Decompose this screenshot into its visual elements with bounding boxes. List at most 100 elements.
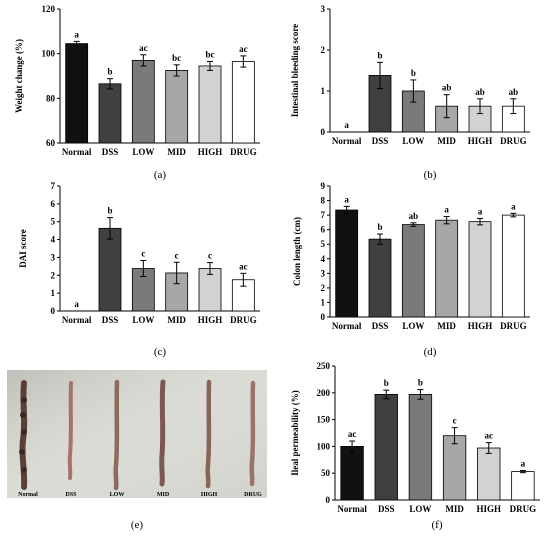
x-tick-label-f: Normal — [337, 504, 367, 514]
significance-label-f: b — [418, 378, 423, 388]
y-tick-label-c: 6 — [51, 199, 56, 209]
y-tick-label-f: 150 — [317, 415, 331, 425]
significance-label-f: ac — [485, 431, 494, 441]
significance-label-c: b — [107, 206, 112, 216]
bar-d — [401, 224, 425, 318]
y-tick-label-b: 1 — [321, 86, 326, 96]
bar-f — [340, 445, 364, 501]
x-tick-label-a: DSS — [102, 147, 119, 157]
x-tick-label-d: MID — [437, 321, 456, 331]
chart-c: 0 1 2 3 4 5 6 7 DAI score a Normal b DSS c LOW c MID c HIG… — [18, 181, 260, 358]
x-tick-label-c: DSS — [102, 315, 119, 325]
x-tick-label-a: LOW — [132, 147, 154, 157]
panel-label-d: (d) — [424, 346, 437, 358]
photo-label-high: HIGH — [201, 492, 218, 498]
x-tick-label-b: DRUG — [500, 136, 527, 146]
significance-label-d: a — [511, 201, 516, 211]
bar-a — [165, 70, 189, 144]
bar-d — [435, 219, 459, 318]
x-tick-label-a: DRUG — [230, 147, 257, 157]
x-tick-label-f: MID — [445, 504, 464, 514]
x-tick-label-a: HIGH — [198, 147, 223, 157]
bar-d — [468, 221, 492, 318]
y-axis-label-c: DAI score — [18, 229, 28, 268]
bar-a — [198, 65, 222, 144]
significance-label-b: ab — [509, 87, 519, 97]
colon-specimen-dss — [67, 381, 73, 480]
x-tick-label-d: LOW — [402, 321, 424, 331]
bar-f — [408, 394, 433, 501]
significance-label-b: ab — [442, 83, 452, 93]
x-tick-label-a: Normal — [62, 147, 92, 157]
panel-label-c: (c) — [154, 346, 167, 358]
panel-label-e: (e) — [131, 519, 144, 531]
significance-label-b: b — [411, 68, 416, 78]
bar-a — [65, 43, 89, 144]
y-axis-label-d: Colon length (cm) — [292, 217, 302, 286]
x-tick-label-d: DSS — [372, 321, 389, 331]
photo-label-drug: DRUG — [244, 492, 262, 498]
panel-label-b: (b) — [424, 169, 437, 181]
x-tick-label-b: LOW — [402, 136, 424, 146]
y-tick-label-a: 80 — [46, 93, 56, 103]
significance-label-a: bc — [172, 53, 181, 63]
significance-label-d: a — [478, 206, 483, 216]
significance-label-b: a — [344, 120, 349, 130]
bar-a — [131, 59, 155, 144]
y-tick-label-f: 200 — [317, 388, 331, 398]
x-tick-label-b: MID — [437, 136, 456, 146]
significance-label-a: ac — [239, 44, 248, 54]
y-tick-label-d: 2 — [321, 283, 326, 293]
colon-photo-panel: Normal DSS LOW MID HIGH DRUG — [7, 370, 267, 498]
colon-specimen-high — [205, 379, 212, 489]
panel-label-f: (f) — [432, 519, 443, 531]
colon-specimen-normal — [19, 380, 28, 490]
x-tick-label-d: Normal — [332, 321, 362, 331]
bar-d — [335, 209, 359, 318]
photo-label-dss: DSS — [65, 492, 77, 498]
chart-a: 60 80 100 120 Weight change (%) a Normal b DSS ac… — [14, 4, 260, 181]
significance-label-d: a — [444, 205, 449, 215]
significance-label-d: b — [377, 222, 382, 232]
x-tick-label-b: Normal — [332, 136, 362, 146]
x-tick-label-c: DRUG — [230, 315, 257, 325]
colon-specimen-low — [113, 379, 120, 491]
bar-f — [511, 471, 535, 501]
bar-d — [368, 238, 392, 318]
y-tick-label-d: 9 — [321, 181, 326, 191]
y-tick-label-a: 120 — [42, 4, 56, 14]
y-tick-label-c: 2 — [51, 270, 56, 280]
colon-specimen-mid — [159, 379, 166, 487]
chart-b: 0 1 2 3 Intestinal bleeding score a Normal b DSS… — [290, 4, 530, 181]
x-tick-label-b: DSS — [372, 136, 389, 146]
y-tick-label-d: 4 — [321, 254, 326, 264]
y-tick-label-c: 7 — [51, 181, 56, 191]
y-tick-label-c: 1 — [51, 288, 56, 298]
y-axis-label-f: Ileal permeability (%) — [290, 390, 300, 475]
x-tick-label-f: HIGH — [476, 504, 501, 514]
y-axis-label-b: Intestinal bleeding score — [290, 24, 300, 117]
photo-label-normal: Normal — [18, 492, 38, 498]
photo-label-mid: MID — [157, 492, 170, 498]
x-tick-label-d: HIGH — [468, 321, 493, 331]
bar-a — [231, 61, 255, 144]
y-tick-label-c: 0 — [51, 306, 56, 316]
x-tick-label-c: HIGH — [198, 315, 223, 325]
significance-label-f: ac — [348, 429, 357, 439]
y-tick-label-d: 1 — [321, 297, 326, 307]
panel-label-a: (a) — [154, 169, 167, 181]
y-tick-label-f: 0 — [326, 495, 331, 505]
significance-label-a: b — [107, 67, 112, 77]
chart-d: 0 1 2 3 4 5 6 7 8 9 Colon length (cm) a Normal b DSS ab… — [292, 181, 530, 358]
colon-specimen-drug — [249, 380, 256, 487]
y-tick-label-c: 4 — [51, 235, 56, 245]
significance-label-a: bc — [206, 49, 215, 59]
significance-label-b: b — [377, 50, 382, 60]
significance-label-c: c — [208, 251, 212, 261]
significance-label-c: c — [141, 248, 145, 258]
y-tick-label-d: 3 — [321, 268, 326, 278]
x-tick-label-b: HIGH — [468, 136, 493, 146]
y-tick-label-f: 50 — [321, 468, 331, 478]
